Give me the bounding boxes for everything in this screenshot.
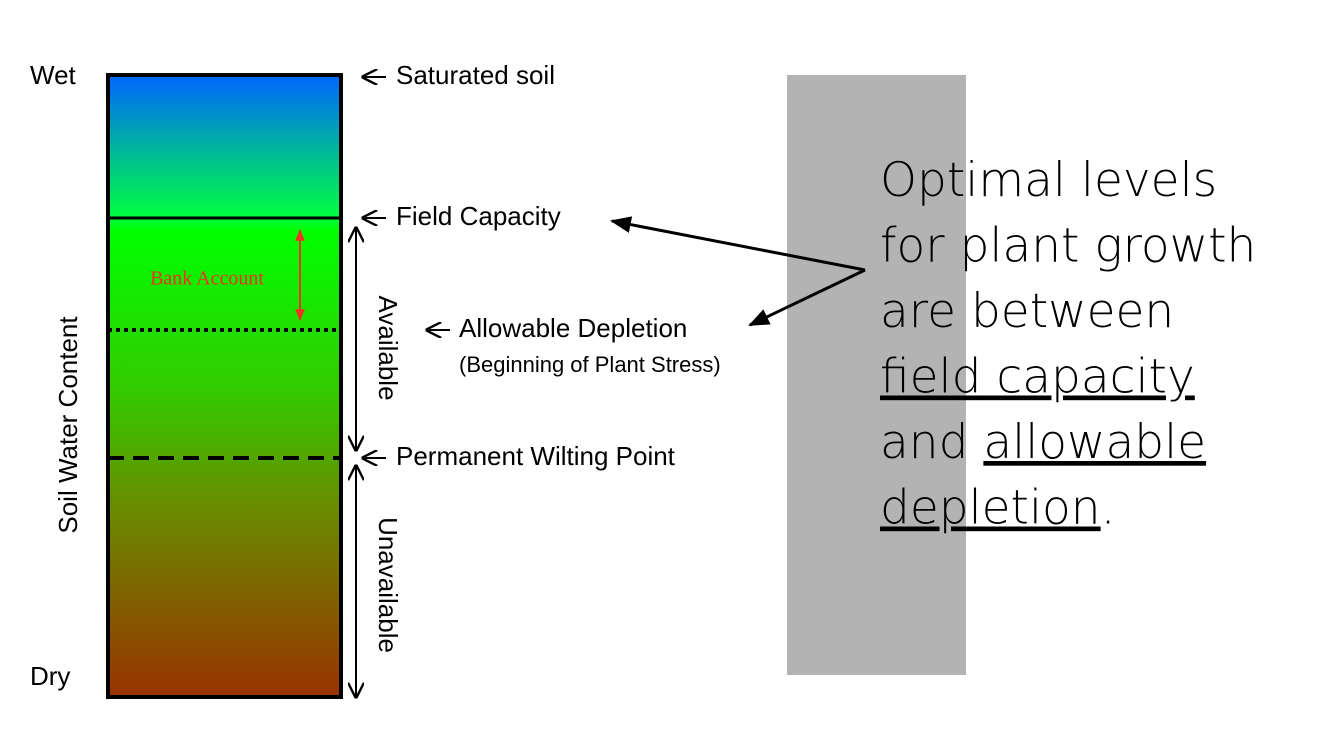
note-text: for plant growth (880, 219, 1256, 274)
note-text: allowable (983, 415, 1206, 470)
field-capacity-label: Field Capacity (396, 201, 561, 231)
saturated-label: Saturated soil (396, 60, 555, 90)
note-text: Optimal levels (880, 153, 1217, 208)
note-line: are between (880, 284, 1174, 339)
note-line: depletion. (880, 481, 1116, 536)
wilting-label: Permanent Wilting Point (396, 441, 676, 471)
allowable-label: Allowable Depletion (459, 313, 687, 343)
note-text: depletion (880, 481, 1101, 536)
note-line: and allowable (880, 415, 1206, 470)
soil-column (106, 73, 343, 699)
note-line: field capacity (880, 350, 1195, 405)
note-text: are between (880, 284, 1174, 339)
note-text: and (880, 415, 983, 470)
note-text: field capacity (880, 350, 1195, 405)
available-label: Available (373, 295, 403, 400)
gray-panel (787, 75, 966, 675)
dry-label: Dry (30, 661, 70, 691)
note: Optimal levels for plant growth are betwee… (880, 153, 1256, 536)
unavailable-label: Unavailable (373, 517, 403, 653)
axis-label: Soil Water Content (53, 316, 83, 534)
wet-label: Wet (30, 60, 77, 90)
allowable-note: (Beginning of Plant Stress) (459, 352, 721, 377)
pointer-arrow (609, 216, 866, 272)
bank-label: Bank Account (150, 268, 264, 290)
note-text: . (1101, 481, 1116, 536)
note-line: for plant growth (880, 219, 1256, 274)
note-line: Optimal levels (880, 153, 1217, 208)
pointer-arrow (748, 268, 866, 327)
